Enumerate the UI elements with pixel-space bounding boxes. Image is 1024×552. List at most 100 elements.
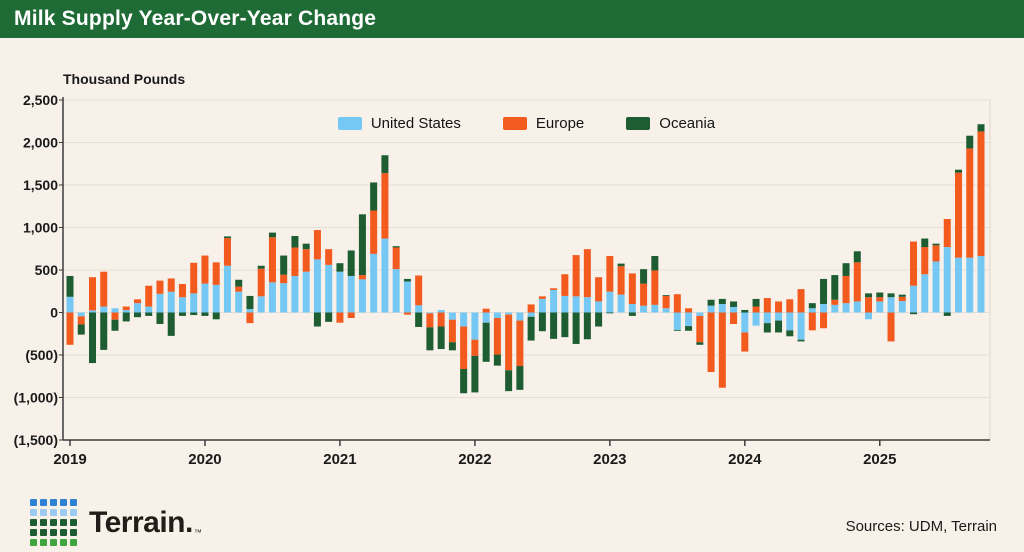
bar-segment	[707, 305, 715, 313]
bar-segment	[775, 320, 783, 333]
bar-segment	[167, 291, 175, 313]
bar-segment	[122, 312, 130, 322]
bar-segment	[403, 281, 411, 313]
bar-segment	[370, 210, 378, 254]
bar-segment	[358, 214, 366, 276]
bar-segment	[201, 255, 209, 284]
bar-segment	[808, 303, 816, 309]
bar-segment	[223, 236, 231, 239]
bar-segment	[280, 283, 288, 313]
bar-segment	[77, 324, 85, 335]
bar-segment	[460, 326, 468, 370]
bar-segment	[640, 305, 648, 313]
bar-segment	[651, 255, 659, 271]
bar-segment	[66, 296, 74, 313]
bar-segment	[763, 323, 771, 333]
bar-segment	[797, 312, 805, 340]
x-axis-label: 2022	[458, 451, 491, 468]
bar-segment	[966, 135, 974, 149]
bar-segment	[808, 308, 816, 313]
bar-segment	[966, 148, 974, 258]
bar-segment	[606, 291, 614, 313]
bar-segment	[763, 298, 771, 313]
bar-segment	[617, 266, 625, 295]
bar-segment	[257, 265, 265, 269]
bar-segment	[887, 312, 895, 342]
bar-segment	[572, 255, 580, 297]
bar-segment	[325, 264, 333, 313]
y-axis-label: (1,000)	[14, 390, 58, 406]
bar-segment	[853, 262, 861, 302]
bar-segment	[381, 238, 389, 313]
bar-segment	[505, 312, 513, 315]
bar-segment	[617, 294, 625, 313]
bar-segment	[100, 271, 108, 307]
bar-segment	[561, 312, 569, 338]
bar-segment	[628, 312, 636, 316]
bar-segment	[763, 312, 771, 324]
bar-segment	[178, 284, 186, 298]
bar-segment	[448, 312, 456, 320]
bar-segment	[392, 246, 400, 248]
bar-segment	[88, 310, 96, 313]
bar-segment	[77, 312, 85, 317]
europe-swatch	[502, 116, 527, 130]
bar-segment	[415, 275, 423, 306]
bar-segment	[437, 309, 445, 313]
logo-square	[30, 509, 37, 516]
bar-segment	[628, 304, 636, 313]
bar-segment	[415, 312, 423, 327]
bar-segment	[550, 312, 558, 339]
bar-segment	[527, 312, 535, 317]
bar-segment	[291, 247, 299, 276]
logo-square	[40, 529, 47, 536]
bar-segment	[190, 293, 198, 313]
bar-segment	[482, 312, 490, 323]
bar-segment	[145, 285, 153, 307]
x-axis-labels: 2019 2020 2021 2022 2023 2024 2025	[53, 440, 896, 468]
bar-segment	[775, 312, 783, 321]
y-axis-label: 2,500	[23, 92, 58, 108]
bar-segment	[460, 312, 468, 327]
bar-segment	[561, 295, 569, 313]
bar-segment	[403, 312, 411, 315]
bar-segment	[392, 247, 400, 270]
bar-segment	[268, 237, 276, 283]
bar-segment	[358, 275, 366, 280]
bar-segment	[336, 263, 344, 272]
bar-segment	[921, 247, 929, 275]
bar-segment	[673, 294, 681, 313]
bar-segment	[156, 280, 164, 294]
bar-segment	[921, 274, 929, 313]
bar-segment	[741, 312, 749, 333]
bar-segment	[752, 306, 760, 313]
x-axis-label: 2025	[863, 451, 896, 468]
logo-square	[60, 529, 67, 536]
bar-segment	[223, 238, 231, 266]
bar-segment	[786, 312, 794, 331]
bar-segment	[426, 313, 434, 328]
legend-label: Oceania	[659, 114, 716, 132]
bar-segment	[606, 255, 614, 292]
bar-segment	[898, 294, 906, 297]
gridlines	[59, 99, 990, 441]
bar-segment	[595, 301, 603, 313]
bar-segment	[673, 312, 681, 330]
bar-segment	[381, 173, 389, 239]
page-title: Milk Supply Year-Over-Year Change	[14, 7, 377, 30]
bar-segment	[437, 326, 445, 350]
bar-segment	[718, 298, 726, 304]
bar-segment	[842, 275, 850, 304]
bar-segment	[212, 312, 220, 320]
bar-segment	[325, 312, 333, 322]
bar-segment	[325, 249, 333, 265]
united-states-swatch	[337, 116, 362, 130]
x-axis-label: 2021	[323, 451, 356, 468]
bar-segment	[853, 301, 861, 313]
bar-segment	[145, 306, 153, 313]
bar-segment	[516, 312, 524, 321]
bar-segment	[133, 312, 141, 318]
bar-segment	[257, 268, 265, 297]
bar-segment	[887, 297, 895, 313]
bar-segment	[347, 250, 355, 276]
